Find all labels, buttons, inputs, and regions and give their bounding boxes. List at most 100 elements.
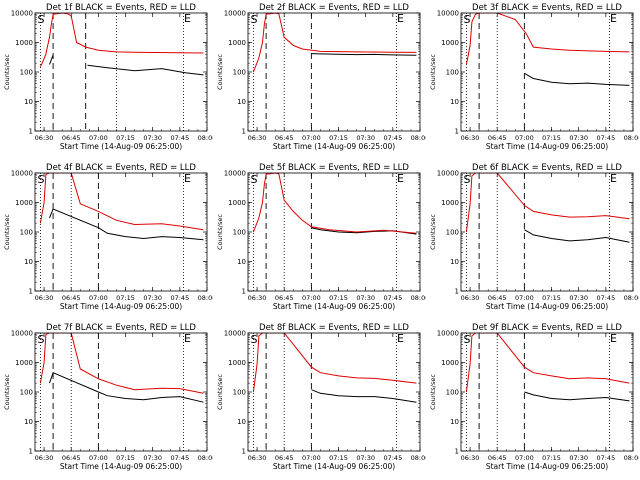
x-tick-label: 07:30 <box>356 134 375 142</box>
y-tick-label: 1 <box>242 288 246 296</box>
lld-series-line <box>465 13 630 65</box>
y-tick-label: 1000 <box>441 199 459 207</box>
chart-title: Det 9f BLACK = Events, RED = LLD <box>472 323 622 333</box>
detector-chart-3: Det 3f BLACK = Events, RED = LLD 1 10 100 10… <box>429 3 639 151</box>
y-tick-label: 100 <box>20 69 33 77</box>
events-series-line <box>311 227 417 235</box>
x-tick-label: 08:00 <box>198 454 213 462</box>
x-tick-label: 07:45 <box>596 134 615 142</box>
y-tick-label: 10000 <box>11 330 33 338</box>
events-series-line <box>49 208 204 241</box>
plot-frame <box>460 12 634 132</box>
y-tick-label: 1000 <box>441 39 459 47</box>
x-axis-label: Start Time (14-Aug-09 06:25:00) <box>273 142 395 151</box>
y-tick-label: 1000 <box>228 359 246 367</box>
x-tick-label: 07:15 <box>329 454 348 462</box>
x-tick-label: 07:30 <box>356 294 375 302</box>
x-tick-label: 07:00 <box>515 294 534 302</box>
y-tick-label: 10000 <box>11 10 33 18</box>
start-marker-label: S <box>251 333 258 346</box>
x-tick-label: 07:45 <box>596 294 615 302</box>
chart-title: Det 2f BLACK = Events, RED = LLD <box>259 3 409 13</box>
x-axis-label: Start Time (14-Aug-09 06:25:00) <box>486 302 608 311</box>
lld-series-line <box>39 333 204 394</box>
x-tick-label: 07:00 <box>515 134 534 142</box>
x-axis-label: Start Time (14-Aug-09 06:25:00) <box>273 462 395 471</box>
detector-chart-4: Det 4f BLACK = Events, RED = LLD 1 10 100 10… <box>3 163 213 311</box>
y-tick-label: 100 <box>20 229 33 237</box>
x-axis-label: Start Time (14-Aug-09 06:25:00) <box>486 142 608 151</box>
y-tick-label: 1000 <box>15 39 33 47</box>
events-series-line <box>311 53 417 56</box>
x-tick-label: 07:30 <box>143 294 162 302</box>
x-tick-label: 07:00 <box>89 454 108 462</box>
y-tick-label: 100 <box>233 69 246 77</box>
y-tick-label: 10 <box>450 418 459 426</box>
x-tick-label: 07:00 <box>302 134 321 142</box>
x-tick-label: 06:30 <box>35 454 54 462</box>
detector-chart-7: Det 7f BLACK = Events, RED = LLD 1 10 100 10… <box>3 323 213 471</box>
y-tick-label: 100 <box>233 229 246 237</box>
y-tick-label: 1 <box>455 448 459 456</box>
end-marker-label: E <box>610 12 617 25</box>
x-tick-label: 07:30 <box>143 454 162 462</box>
y-axis-label: Counts/sec <box>3 54 11 90</box>
lld-series-line <box>252 333 417 393</box>
chart-title: Det 5f BLACK = Events, RED = LLD <box>259 163 409 173</box>
chart-title: Det 1f BLACK = Events, RED = LLD <box>46 3 196 13</box>
end-marker-label: E <box>397 12 404 25</box>
y-tick-label: 100 <box>446 69 459 77</box>
x-tick-label: 08:00 <box>411 294 426 302</box>
x-tick-label: 06:30 <box>35 294 54 302</box>
detector-chart-8: Det 8f BLACK = Events, RED = LLD 1 10 100 10… <box>216 323 426 471</box>
x-tick-label: 07:15 <box>116 454 135 462</box>
y-tick-label: 1000 <box>228 199 246 207</box>
y-tick-label: 1 <box>29 128 33 136</box>
x-tick-label: 07:45 <box>170 294 189 302</box>
events-series-line <box>524 229 630 243</box>
x-tick-label: 07:15 <box>116 294 135 302</box>
events-series-line <box>49 372 204 403</box>
x-tick-label: 08:00 <box>411 134 426 142</box>
x-tick-label: 07:30 <box>143 134 162 142</box>
x-tick-label: 08:00 <box>411 454 426 462</box>
events-series-line <box>49 54 204 76</box>
y-axis-label: Counts/sec <box>429 374 437 410</box>
x-tick-label: 07:15 <box>329 134 348 142</box>
y-tick-label: 10000 <box>437 170 459 178</box>
y-tick-label: 1000 <box>15 359 33 367</box>
end-marker-label: E <box>610 172 617 185</box>
y-tick-label: 10 <box>24 418 33 426</box>
x-tick-label: 06:30 <box>248 134 267 142</box>
detector-chart-9: Det 9f BLACK = Events, RED = LLD 1 10 100 10… <box>429 323 639 471</box>
lld-series-line <box>252 173 417 234</box>
x-axis-label: Start Time (14-Aug-09 06:25:00) <box>273 302 395 311</box>
x-tick-label: 07:00 <box>89 134 108 142</box>
x-tick-label: 06:45 <box>62 454 81 462</box>
plot-frame <box>460 172 634 292</box>
x-tick-label: 06:45 <box>275 454 294 462</box>
y-tick-label: 10 <box>237 98 246 106</box>
y-tick-label: 10000 <box>224 170 246 178</box>
x-tick-label: 08:00 <box>198 134 213 142</box>
x-tick-label: 07:45 <box>383 134 402 142</box>
y-tick-label: 100 <box>446 229 459 237</box>
x-tick-label: 06:45 <box>488 134 507 142</box>
end-marker-label: E <box>184 332 191 345</box>
y-tick-label: 10 <box>237 258 246 266</box>
chart-title: Det 3f BLACK = Events, RED = LLD <box>472 3 622 13</box>
x-axis-label: Start Time (14-Aug-09 06:25:00) <box>60 302 182 311</box>
x-tick-label: 06:45 <box>275 134 294 142</box>
y-tick-label: 100 <box>446 389 459 397</box>
x-tick-label: 06:30 <box>35 134 54 142</box>
y-axis-label: Counts/sec <box>429 214 437 250</box>
x-tick-label: 06:45 <box>488 454 507 462</box>
x-tick-label: 07:00 <box>89 294 108 302</box>
y-tick-label: 10000 <box>437 330 459 338</box>
y-tick-label: 10 <box>24 258 33 266</box>
plot-frame <box>34 172 208 292</box>
x-tick-label: 07:15 <box>542 294 561 302</box>
events-series-line <box>524 391 630 402</box>
x-tick-label: 07:00 <box>302 294 321 302</box>
